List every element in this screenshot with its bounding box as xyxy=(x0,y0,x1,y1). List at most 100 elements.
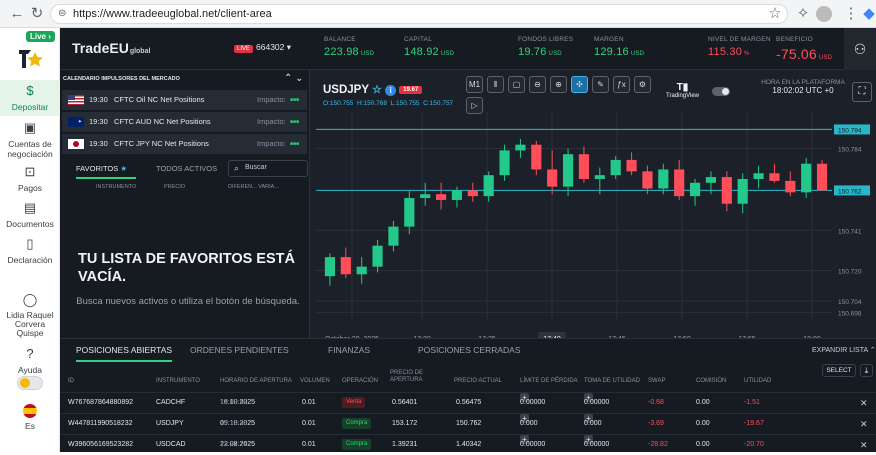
tab-open-positions[interactable]: POSICIONES ABIERTAS xyxy=(76,345,173,362)
impact-indicator: ■■■ xyxy=(290,97,300,103)
profile-button[interactable]: ⚇ xyxy=(844,28,876,70)
tab-todos-activos[interactable]: TODOS ACTIVOS xyxy=(156,164,218,173)
candle-body xyxy=(785,180,796,193)
star-icon: ★ xyxy=(120,164,128,173)
y-axis-tick-label: 150.784 xyxy=(838,146,862,153)
tab-favoritos[interactable]: FAVORITOS ★ xyxy=(76,164,136,179)
position-volume: 0.01 xyxy=(302,420,316,427)
indicators-fx-icon[interactable]: ƒx xyxy=(613,76,630,93)
candle-body xyxy=(562,154,574,187)
reload-icon[interactable]: ↻ xyxy=(30,5,44,22)
col-take-profit: TOMA DE UTILIDAD xyxy=(584,378,640,384)
table-row[interactable]: W396056169523282 USDCAD 22.08.2025 13:27:1… xyxy=(60,434,876,454)
candlestick-chart[interactable]: 150.794 150.784 150.762 150.741 150.720 150.7… xyxy=(312,70,876,338)
add-icon[interactable]: + xyxy=(520,435,529,444)
crosshair-icon[interactable]: ✣ xyxy=(571,76,588,93)
select-button[interactable]: SELECT xyxy=(822,364,856,377)
add-icon[interactable]: + xyxy=(584,435,593,444)
table-row[interactable]: W767687864880892 CADCHF 16.10.2025 19:09:5… xyxy=(60,392,876,412)
replay-play-icon[interactable]: ▷ xyxy=(466,97,483,114)
position-id: W447811990518232 xyxy=(68,420,133,427)
impact-indicator: ■■■ xyxy=(290,141,300,147)
position-instrument: USDJPY xyxy=(156,420,184,427)
calendar-collapse-controls[interactable]: ⌃ ⌄ xyxy=(284,73,304,84)
account-switcher[interactable]: LIVE 664302 ▾ xyxy=(234,42,291,53)
chevron-down-icon[interactable]: ⌄ xyxy=(295,73,304,84)
x-axis-tick-label: October 20, 2025 xyxy=(325,336,379,338)
chart-toggle[interactable] xyxy=(712,87,730,96)
sidebar-item-documentos[interactable]: ▤ Documentos xyxy=(6,200,54,229)
add-icon[interactable]: + xyxy=(520,393,529,402)
sidebar-item-cuentas[interactable]: ▣ Cuentas de negociación xyxy=(7,120,53,159)
close-position-icon[interactable]: ✕ xyxy=(860,419,868,429)
calendar-row[interactable]: 19:30 CFTC JPY NC Net Positions Impacto:… xyxy=(62,134,307,154)
tab-closed-positions[interactable]: POSICIONES CERRADAS xyxy=(418,345,521,355)
profile-avatar[interactable] xyxy=(816,6,832,22)
sidebar-item-pagos[interactable]: ⊡ Pagos xyxy=(17,164,43,193)
jp-flag-icon xyxy=(68,139,84,149)
x-axis-tick-label: 17:45 xyxy=(608,336,626,338)
extensions-icon[interactable]: ✧ xyxy=(796,5,810,22)
favorite-star-icon[interactable]: ☆ xyxy=(372,84,382,96)
calendar-row[interactable]: ✦ 19:30 CFTC AUD NC Net Positions Impact… xyxy=(62,112,307,132)
pencil-icon[interactable]: ✎ xyxy=(592,76,609,93)
live-badge[interactable]: Live › xyxy=(26,31,55,42)
timeframe-button[interactable]: M1 xyxy=(466,76,483,93)
candle-body xyxy=(324,257,336,277)
stat-margin-level: NIVEL DE MARGEN 115.30% xyxy=(708,36,771,58)
tab-finances[interactable]: FINANZAS xyxy=(328,345,371,355)
menu-icon[interactable]: ⋮ xyxy=(843,5,859,22)
back-icon[interactable]: ← xyxy=(9,5,25,22)
price-tag-bg xyxy=(834,124,870,135)
site-info-icon[interactable]: ⊜ xyxy=(58,8,67,19)
close-position-icon[interactable]: ✕ xyxy=(860,440,868,450)
settings-gear-icon[interactable]: ⚙ xyxy=(634,76,651,93)
stat-capital: CAPITAL 148.92 USD xyxy=(404,36,455,58)
info-icon[interactable]: i xyxy=(385,85,397,96)
table-row[interactable]: W447811990518232 USDJPY 09.10.2025 19:18:3… xyxy=(60,413,876,433)
candles-chart-icon[interactable]: ▢ xyxy=(508,76,525,93)
expand-list-button[interactable]: EXPANDIR LISTA ⌃ xyxy=(812,347,876,354)
close-position-icon[interactable]: ✕ xyxy=(860,398,868,408)
calendar-row[interactable]: 19:30 CFTC Oil NC Net Positions Impacto:… xyxy=(62,90,307,110)
search-box[interactable]: ⌕ Buscar xyxy=(228,160,308,177)
star-icon[interactable]: ☆ xyxy=(768,5,782,22)
ohlc-readout: O:150.755 H:150.768 L:150.755 C:150.757 xyxy=(323,100,454,107)
language-selector[interactable]: Es xyxy=(0,404,60,431)
candle-body xyxy=(578,154,590,179)
candle-body xyxy=(483,175,494,197)
help-button[interactable]: ? Ayuda xyxy=(18,346,42,375)
candle-body xyxy=(705,177,717,183)
tradingview-icon: T▮ xyxy=(676,82,689,93)
extension-icon[interactable]: ◆ xyxy=(863,5,875,22)
empty-watchlist-subtitle: Busca nuevos activos o utiliza el botón … xyxy=(76,296,300,307)
address-bar[interactable]: ⊜ https://www.tradeeuglobal.net/client-a… xyxy=(50,4,788,24)
positions-panel: POSICIONES ABIERTAS ORDENES PENDIENTES F… xyxy=(60,338,876,452)
position-profit: -19.67 xyxy=(744,420,764,427)
bars-chart-icon[interactable]: ⫴ xyxy=(487,76,504,93)
candle-body xyxy=(801,163,812,193)
search-input[interactable]: Buscar xyxy=(245,164,267,171)
zoom-out-icon[interactable]: ⊖ xyxy=(529,76,546,93)
sidebar-item-declaracion[interactable]: ▯ Declaración xyxy=(7,236,53,265)
col-stop-loss: LÍMITE DE PÉRDIDA xyxy=(520,378,578,384)
zoom-in-icon[interactable]: ⊕ xyxy=(550,76,567,93)
help-icon: ? xyxy=(26,346,34,361)
fullscreen-button[interactable]: ⛶ xyxy=(852,82,872,102)
download-icon[interactable]: ⤓ xyxy=(860,364,873,377)
col-id: ID xyxy=(68,378,74,384)
add-icon[interactable]: + xyxy=(520,414,529,423)
chevron-up-icon[interactable]: ⌃ xyxy=(284,73,293,84)
platform-clock: HORA EN LA PLATAFORMA 18:02:02 UTC +0 xyxy=(761,79,845,95)
tab-pending-orders[interactable]: ORDENES PENDIENTES xyxy=(190,345,289,355)
add-icon[interactable]: + xyxy=(584,414,593,423)
candle-body xyxy=(388,226,399,246)
chart-symbol[interactable]: USDJPY ☆ i 19.67 xyxy=(323,83,423,96)
add-icon[interactable]: + xyxy=(584,393,593,402)
price-chart[interactable]: USDJPY ☆ i 19.67 O:150.755 H:150.768 L:1… xyxy=(312,70,876,338)
user-profile[interactable]: ◯ Lidia Raquel Corvera Quispe xyxy=(6,292,54,338)
candle-body xyxy=(816,163,828,191)
sidebar-item-depositar[interactable]: $ Depositar xyxy=(0,80,60,116)
theme-toggle[interactable] xyxy=(17,376,43,390)
position-current-price: 1.40342 xyxy=(456,441,482,448)
